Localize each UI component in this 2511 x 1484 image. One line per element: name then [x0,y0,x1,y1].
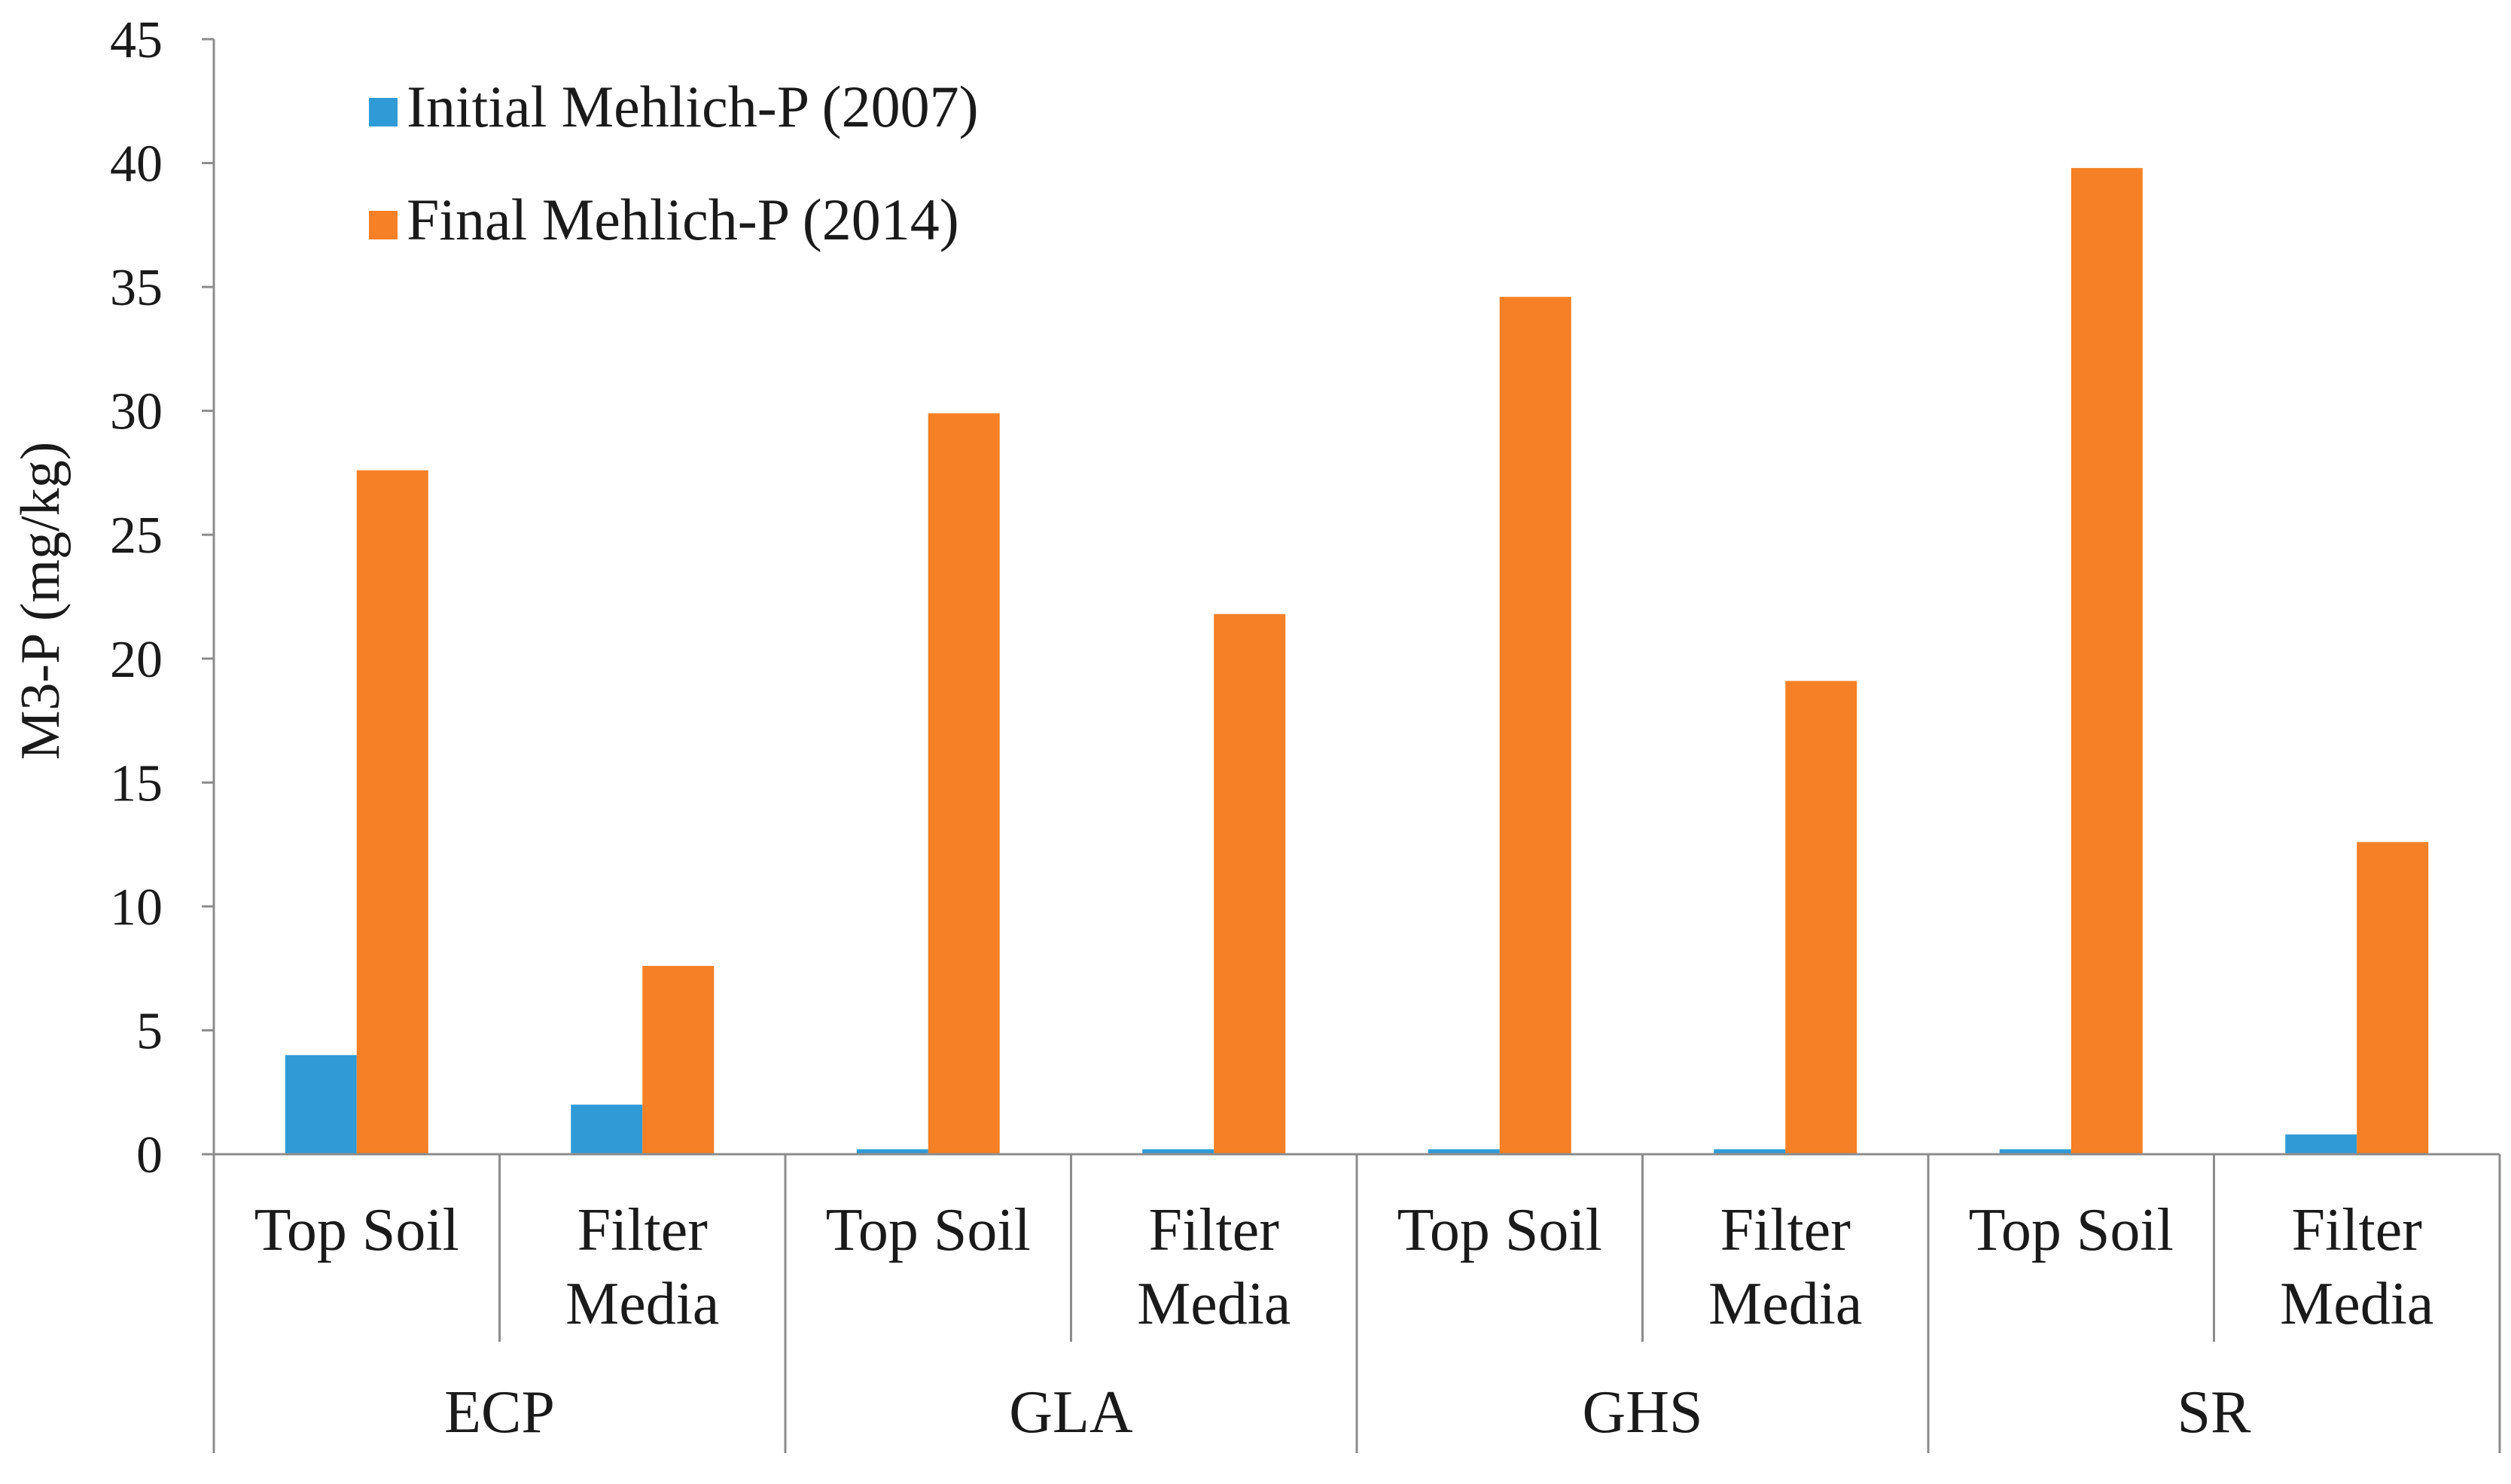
legend-swatch-initial [369,98,398,126]
category-label: Filter [1720,1197,1851,1263]
bar-initial-3 [856,1149,928,1154]
y-ticks-layer: 0 5 10 15 20 25 30 35 40 45 [110,11,214,1184]
y-tick-label: 15 [110,754,163,812]
group-label-gla: GLA [1009,1379,1133,1446]
bar-initial-2 [571,1105,643,1154]
group-label-ecp: ECP [444,1379,555,1446]
bar-final-3 [928,413,1000,1154]
bar-final-8 [2357,842,2429,1154]
bar-initial-4 [1142,1149,1214,1154]
category-label: Top Soil [826,1197,1031,1263]
group-label-sr: SR [2177,1379,2251,1446]
bar-initial-8 [2285,1134,2357,1154]
bar-final-5 [1499,297,1571,1155]
y-axis-label: M3-P (mg/kg) [10,442,72,760]
category-label: Filter [577,1197,708,1263]
category-label: Filter [1149,1197,1279,1263]
y-tick-label: 45 [110,11,163,69]
category-label: Media [1137,1271,1291,1337]
bar-initial-1 [285,1055,357,1154]
bar-initial-7 [1999,1149,2071,1154]
y-tick-label: 5 [136,1002,163,1060]
bar-final-1 [356,470,428,1154]
bar-initial-6 [1714,1149,1786,1154]
category-label: Top Soil [254,1197,459,1263]
y-tick-label: 25 [110,507,163,565]
legend-swatch-final [369,211,398,239]
y-tick-label: 35 [110,259,163,317]
category-label: Media [565,1271,719,1337]
bar-initial-5 [1428,1149,1500,1154]
category-label: Top Soil [1397,1197,1602,1263]
category-label: Media [1708,1271,1862,1337]
y-tick-label: 20 [110,631,163,689]
axes-layer [212,39,2501,1453]
legend-label-final: Final Mehlich-P (2014) [407,187,959,252]
category-label: Filter [2292,1197,2422,1263]
y-tick-label: 30 [110,383,163,441]
category-label: Media [2280,1271,2433,1337]
bar-final-7 [2071,168,2143,1154]
legend: Initial Mehlich-P (2007) Final Mehlich-P … [369,74,979,252]
bar-final-6 [1785,681,1857,1154]
legend-label-initial: Initial Mehlich-P (2007) [407,74,979,139]
y-tick-label: 10 [110,879,163,937]
group-label-ghs: GHS [1582,1379,1702,1446]
bar-final-2 [642,965,715,1154]
bars-layer [285,168,2429,1155]
category-labels-layer: Top Soil Filter Media Top Soil Filter Media To… [254,1197,2434,1446]
y-tick-label: 0 [136,1126,163,1184]
y-tick-label: 40 [110,136,163,193]
bar-final-4 [1214,614,1286,1154]
category-label: Top Soil [1969,1197,2174,1263]
